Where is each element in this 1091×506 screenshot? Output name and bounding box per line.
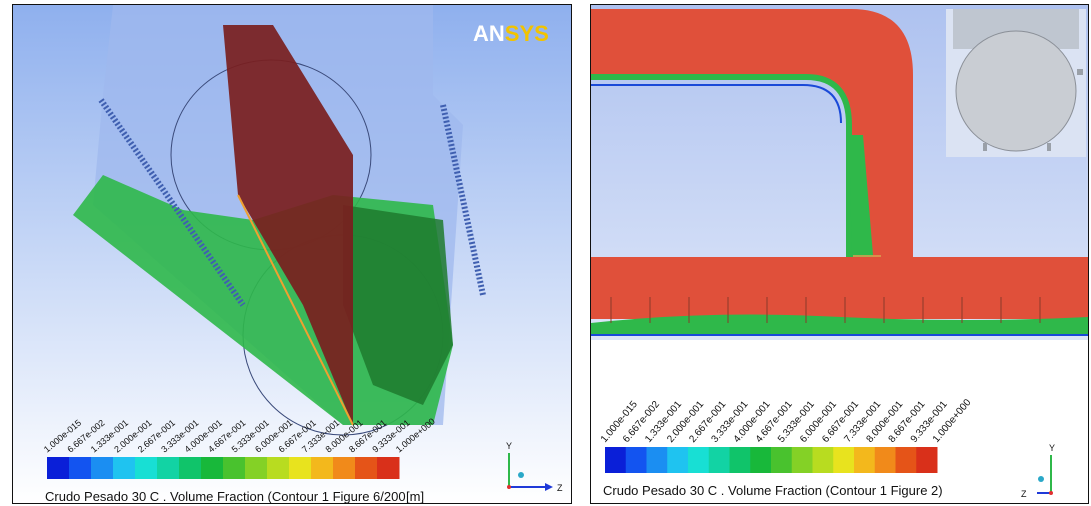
right-rail: [440, 104, 486, 296]
pipe-pins: [610, 297, 1041, 323]
left-legend-title: Crudo Pesado 30 C . Volume Fraction (Con…: [45, 489, 406, 503]
pipe-inner-edge-blue: [591, 84, 842, 124]
right-axis-y-label: Y: [1049, 443, 1055, 453]
legend-swatch: [771, 447, 793, 473]
left-axis-y-label: Y: [506, 441, 512, 451]
legend-swatch: [688, 447, 710, 473]
legend-swatch: [377, 457, 400, 479]
legend-swatch: [267, 457, 290, 479]
legend-swatch: [625, 447, 647, 473]
legend-swatch: [355, 457, 378, 479]
left-legend-unit: [m]: [406, 489, 424, 503]
left-simulation-panel: ANSYS 1.000e-015 6.667e-002 1.333e-001 2.00…: [12, 4, 572, 504]
legend-swatch: [791, 447, 813, 473]
legend-swatch: [179, 457, 202, 479]
legend-swatch: [729, 447, 751, 473]
pipe-inner-edge-green: [591, 74, 852, 260]
left-simulation-view: ANSYS 1.000e-0156.667e-0021.333e-0012.00…: [13, 5, 571, 503]
legend-swatch: [91, 457, 114, 479]
legend-swatch: [895, 447, 917, 473]
legend-swatch: [311, 457, 334, 479]
legend-swatch: [708, 447, 730, 473]
dark-green-fluid-region: [343, 205, 453, 405]
legend-swatch: [667, 447, 689, 473]
legend-swatch: [812, 447, 834, 473]
legend-swatch: [47, 457, 70, 479]
legend-swatch: [916, 447, 938, 473]
legend-swatch: [157, 457, 180, 479]
right-axis-z-label: Z: [1021, 489, 1027, 499]
legend-swatch: [646, 447, 668, 473]
legend-swatch: [854, 447, 876, 473]
plate-edge: [237, 194, 354, 426]
red-dividing-plate: [223, 25, 353, 425]
left-color-legend: 1.000e-0156.667e-0021.333e-0012.000e-001…: [42, 416, 437, 479]
legend-swatch: [113, 457, 136, 479]
ansys-logo: ANSYS: [473, 21, 549, 46]
legend-swatch: [135, 457, 158, 479]
bottom-green-layer: [591, 314, 1088, 335]
right-simulation-view: 1.000e-0156.667e-0021.333e-0012.000e-001…: [591, 5, 1088, 503]
right-simulation-panel: 1.000e-015 6.667e-002 1.333e-001 2.000e-001…: [590, 4, 1089, 504]
left-axis-triad: Y Z: [506, 441, 563, 493]
red-pipe-elbow: [591, 9, 913, 260]
legend-swatch: [245, 457, 268, 479]
legend-swatch: [833, 447, 855, 473]
right-legend-area: [591, 340, 1088, 503]
red-pipe-horizontal: [591, 257, 1088, 319]
legend-swatch: [750, 447, 772, 473]
right-color-legend: 1.000e-0156.667e-0021.333e-0012.000e-001…: [599, 397, 974, 473]
legend-swatch: [874, 447, 896, 473]
legend-swatch: [333, 457, 356, 479]
right-axis-triad: Y Z: [1021, 443, 1055, 499]
legend-swatch: [201, 457, 224, 479]
left-rail: [98, 98, 246, 307]
legend-swatch: [289, 457, 312, 479]
legend-swatch: [69, 457, 92, 479]
left-axis-z-label: Z: [557, 483, 563, 493]
inset-view: [946, 9, 1086, 157]
legend-swatch: [223, 457, 246, 479]
legend-swatch: [605, 447, 627, 473]
right-legend-title: Crudo Pesado 30 C . Volume Fraction (Con…: [603, 483, 943, 498]
